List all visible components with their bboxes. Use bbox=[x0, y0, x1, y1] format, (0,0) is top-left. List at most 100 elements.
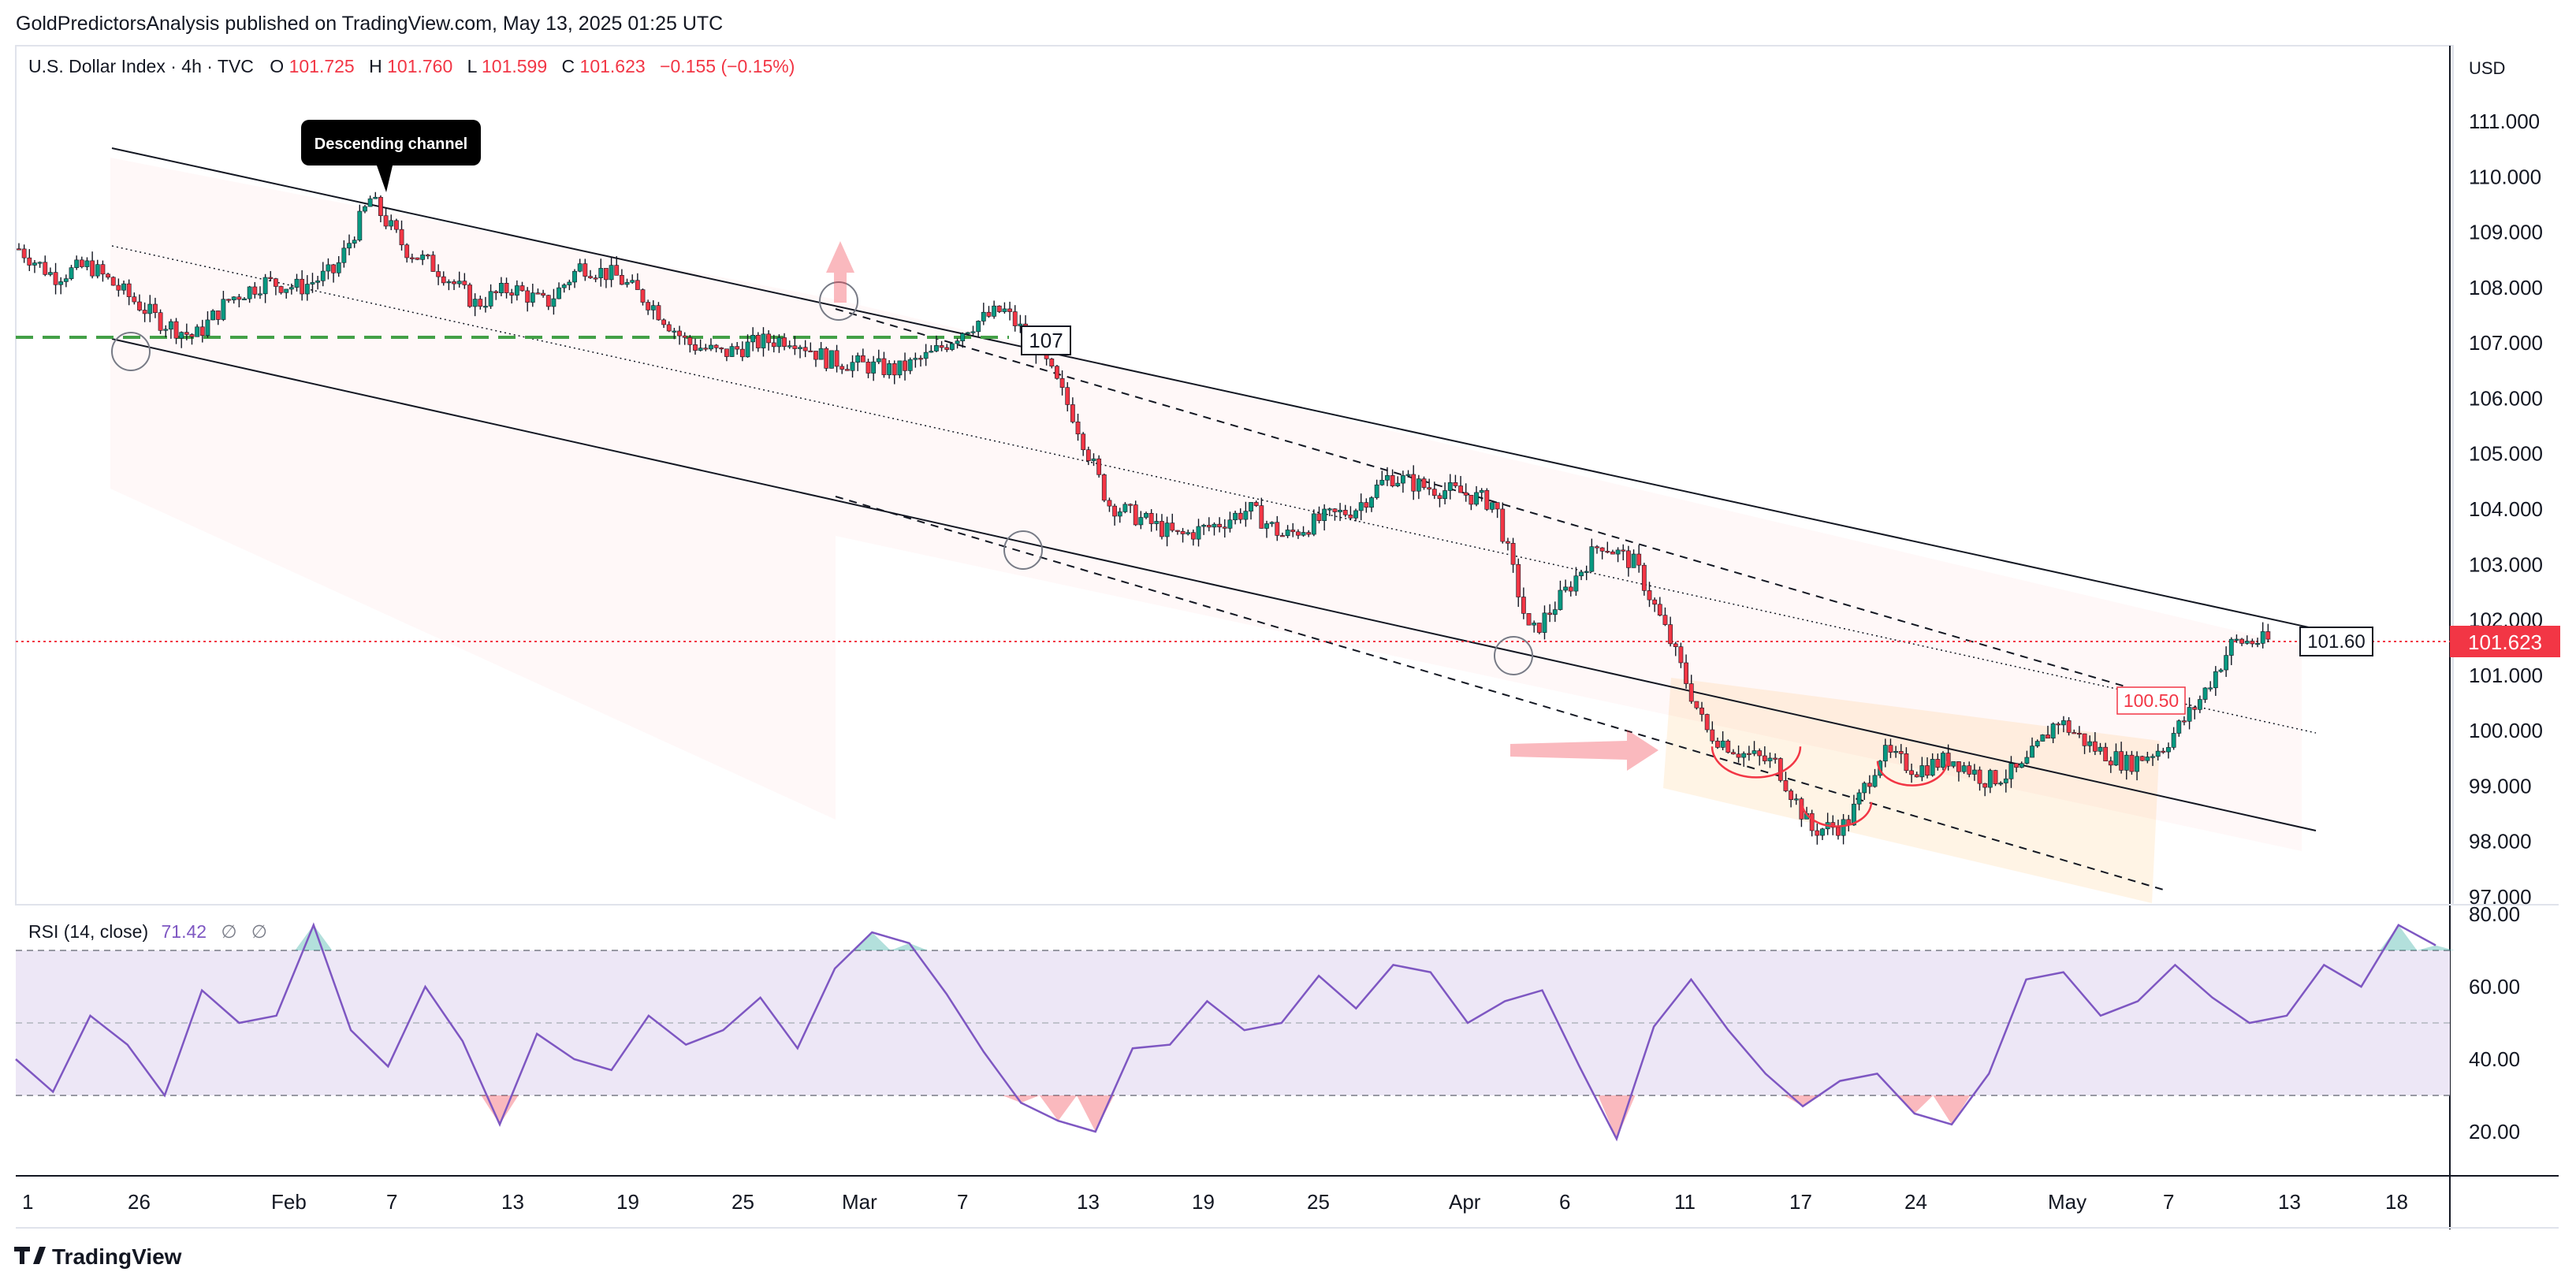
candle bbox=[1405, 470, 1411, 477]
candle bbox=[1904, 747, 1909, 774]
channel-shading bbox=[1663, 678, 2160, 903]
candle bbox=[1532, 620, 1537, 633]
candle bbox=[1395, 476, 1401, 488]
candle bbox=[1579, 571, 1584, 581]
rsi-overbought-fill bbox=[2417, 945, 2455, 950]
candle bbox=[934, 335, 939, 352]
legend-o-label: O bbox=[270, 56, 284, 76]
candle bbox=[1364, 498, 1369, 513]
candle bbox=[1243, 501, 1249, 527]
candle bbox=[871, 355, 877, 381]
candle bbox=[2208, 681, 2213, 692]
candle bbox=[467, 282, 472, 308]
price-tick-label: 99.000 bbox=[2469, 774, 2532, 798]
candle bbox=[897, 360, 903, 378]
candle bbox=[1888, 738, 1893, 758]
candle bbox=[2030, 737, 2034, 758]
candle bbox=[441, 271, 446, 286]
candle bbox=[530, 283, 535, 307]
candle bbox=[1055, 364, 1059, 380]
pivot-circle bbox=[1494, 636, 1533, 675]
candle bbox=[1148, 509, 1154, 532]
candle bbox=[2145, 751, 2150, 764]
candle bbox=[1852, 794, 1856, 826]
candle bbox=[1961, 761, 1967, 774]
time-tick-label: 13 bbox=[1077, 1190, 1100, 1214]
candle bbox=[761, 327, 766, 357]
level-label-101-60: 101.60 bbox=[2299, 627, 2373, 656]
price-tick-label: 97.000 bbox=[2469, 885, 2532, 909]
candle bbox=[1736, 745, 1741, 763]
candle bbox=[913, 352, 918, 368]
candle bbox=[58, 277, 64, 295]
candle bbox=[525, 287, 530, 312]
candle bbox=[1306, 530, 1312, 537]
candle bbox=[420, 250, 426, 266]
candle bbox=[1500, 502, 1506, 544]
candle bbox=[2176, 719, 2182, 737]
candle bbox=[1122, 502, 1128, 514]
candle bbox=[1101, 473, 1107, 503]
candle bbox=[1175, 530, 1180, 535]
candle bbox=[1657, 597, 1662, 617]
candle bbox=[1757, 748, 1763, 766]
candle bbox=[1993, 769, 1998, 787]
candle bbox=[2244, 635, 2250, 645]
candle bbox=[2082, 733, 2087, 754]
candle bbox=[792, 336, 798, 355]
rsi-axis: 80.00 60.00 40.00 20.00 bbox=[2469, 902, 2520, 1144]
candle bbox=[960, 332, 966, 348]
time-tick-label: May bbox=[2048, 1190, 2086, 1214]
candle bbox=[1180, 527, 1186, 543]
rsi-extra-1: ∅ bbox=[221, 921, 236, 942]
rsi-oversold-fill bbox=[1077, 1095, 1115, 1132]
candle bbox=[409, 253, 415, 263]
candle bbox=[2234, 634, 2239, 643]
candle bbox=[1731, 749, 1736, 755]
time-tick-label: 13 bbox=[2278, 1190, 2301, 1214]
candle bbox=[1552, 601, 1558, 623]
candle bbox=[1311, 509, 1316, 537]
candle bbox=[1636, 545, 1642, 573]
candle bbox=[446, 279, 452, 291]
candle bbox=[1599, 547, 1605, 560]
rsi-extra-2: ∅ bbox=[251, 921, 267, 942]
candle bbox=[2260, 622, 2265, 649]
candle bbox=[399, 220, 404, 251]
candle bbox=[1987, 768, 1993, 794]
inner-lower-dashed bbox=[835, 496, 2167, 891]
rsi-panel: 80.00 60.00 40.00 20.00 RSI (14, close) 71.… bbox=[15, 902, 2520, 1144]
candle bbox=[2008, 756, 2014, 788]
candle bbox=[363, 204, 367, 214]
candle bbox=[892, 360, 897, 385]
price-tick-label: 106.000 bbox=[2469, 386, 2543, 410]
candle bbox=[986, 306, 992, 318]
candle bbox=[1673, 642, 1678, 656]
candle bbox=[106, 273, 110, 280]
candle bbox=[1841, 813, 1846, 845]
candle bbox=[1458, 476, 1463, 493]
candle bbox=[1138, 511, 1144, 530]
candle bbox=[1117, 508, 1122, 523]
last-price-badge: 101.623 bbox=[2450, 626, 2560, 657]
candle bbox=[184, 323, 189, 340]
candle bbox=[304, 275, 310, 301]
candle bbox=[274, 277, 278, 296]
candle bbox=[1941, 751, 1945, 771]
candle bbox=[2228, 637, 2234, 665]
callout-text: Descending channel bbox=[315, 136, 468, 153]
candle bbox=[813, 351, 818, 367]
candle bbox=[682, 332, 687, 345]
candle bbox=[2066, 717, 2072, 736]
rsi-tick-label: 40.00 bbox=[2469, 1047, 2520, 1071]
candle bbox=[839, 363, 845, 374]
candle bbox=[242, 297, 247, 300]
legend-symbol: U.S. Dollar Index · 4h · TVC bbox=[28, 56, 254, 76]
candle bbox=[1573, 567, 1579, 596]
candle bbox=[1982, 783, 1988, 797]
candle bbox=[2265, 623, 2271, 642]
candle bbox=[577, 258, 583, 273]
time-tick-label: 25 bbox=[731, 1190, 754, 1214]
price-tick-label: 110.000 bbox=[2469, 165, 2541, 188]
candle bbox=[1295, 529, 1301, 539]
